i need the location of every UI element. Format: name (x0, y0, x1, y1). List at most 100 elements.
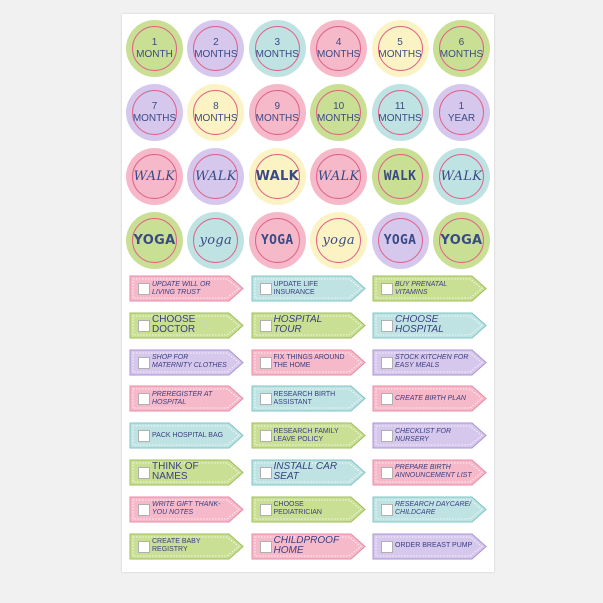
circle-sticker-label: 10 MONTHS (317, 101, 360, 125)
flag-sticker: RESEARCH BIRTH ASSISTANT (251, 385, 366, 412)
flag-sticker: HOSPITAL TOUR (251, 312, 366, 339)
checkbox[interactable] (381, 393, 393, 406)
checkbox[interactable] (381, 319, 393, 332)
checklist-flag-grid: UPDATE WILL OR LIVING TRUST UPDATE LIFE I… (129, 275, 487, 569)
flag-sticker: WRITE GIFT THANK-YOU NOTES (129, 496, 244, 523)
circle-sticker: YOGA (126, 212, 183, 269)
checkbox[interactable] (138, 393, 150, 406)
flag-shape (129, 275, 244, 302)
flag-body (129, 496, 244, 523)
checkbox[interactable] (259, 430, 272, 443)
circle-sticker: WALK (187, 148, 245, 205)
flag-sticker: UPDATE WILL OR LIVING TRUST (129, 275, 244, 302)
checkbox[interactable] (138, 503, 150, 516)
flag-stitch (254, 352, 362, 372)
circle-sticker-label: 3 MONTHS (256, 37, 299, 61)
checkbox[interactable] (381, 466, 393, 479)
circle-sticker: 3 MONTHS (248, 20, 306, 77)
circle-sticker: 6 MONTHS (432, 20, 490, 77)
flag-stitch (254, 536, 362, 556)
flag-body (251, 275, 366, 302)
sticker-ring (254, 26, 300, 71)
checkbox[interactable] (138, 540, 150, 553)
sticker-ring (377, 26, 423, 71)
flag-sticker-row: WRITE GIFT THANK-YOU NOTES CHOOSE PEDIATR… (129, 496, 487, 523)
flag-sticker-label: UPDATE WILL OR LIVING TRUST (152, 280, 211, 296)
flag-body (372, 275, 487, 302)
flag-sticker-label: ORDER BREAST PUMP (395, 542, 473, 550)
circle-sticker-line: yoga (322, 232, 355, 248)
checkbox[interactable] (259, 393, 272, 406)
flag-sticker: CHOOSE DOCTOR (129, 312, 244, 339)
circle-sticker-label: WALK (195, 170, 237, 183)
circle-sticker-line: 6 (458, 36, 465, 48)
flag-shape (372, 496, 487, 523)
flag-sticker: CREATE BABY REGISTRY (129, 533, 244, 560)
flag-stitch (375, 499, 483, 520)
circle-sticker-label: 8 MONTHS (194, 101, 237, 125)
circle-sticker-line: WALK (255, 168, 299, 184)
flag-shape (372, 385, 487, 412)
sticker-ring (377, 154, 423, 199)
circle-sticker-row: YOGA yoga YOGA yoga YOGA YOGA (126, 212, 490, 270)
flag-sticker-label: CREATE BABY REGISTRY (152, 538, 201, 554)
checkbox[interactable] (138, 356, 150, 369)
checkbox[interactable] (259, 356, 272, 369)
flag-shape (251, 312, 366, 339)
circle-sticker-label: 6 MONTHS (440, 37, 483, 61)
flag-sticker: PREREGISTER AT HOSPITAL (129, 385, 244, 412)
flag-shape (129, 496, 244, 523)
flag-body (372, 422, 487, 449)
flag-sticker-label: RESEARCH BIRTH ASSISTANT (273, 390, 336, 406)
flag-body (129, 422, 244, 449)
flag-stitch (375, 352, 483, 372)
flag-body (372, 312, 487, 339)
circle-sticker-line: MONTHS (317, 112, 361, 124)
circle-sticker: 7 MONTHS (126, 84, 183, 141)
flag-sticker-row: PREREGISTER AT HOSPITAL RESEARCH BIRTH AS… (129, 385, 487, 412)
flag-sticker: PREPARE BIRTH ANNOUNCEMENT LIST (372, 459, 487, 486)
flag-sticker-label: FIX THINGS AROUND THE HOME (273, 354, 345, 370)
checkbox[interactable] (381, 503, 393, 516)
checkbox[interactable] (259, 466, 272, 479)
flag-body (372, 496, 487, 523)
checkbox[interactable] (259, 319, 272, 332)
checkbox[interactable] (138, 466, 150, 479)
circle-sticker: 9 MONTHS (248, 84, 306, 141)
checkbox[interactable] (259, 283, 272, 295)
checkbox[interactable] (259, 503, 272, 516)
sticker-ring (316, 90, 362, 135)
flag-sticker-label: HOSPITAL TOUR (273, 314, 323, 336)
checkbox[interactable] (381, 356, 393, 369)
flag-stitch (254, 278, 362, 299)
flag-stitch (254, 315, 362, 336)
sticker-ring (132, 90, 177, 135)
flag-sticker: RESEARCH FAMILY LEAVE POLICY (251, 422, 366, 449)
flag-sticker: CREATE BIRTH PLAN (372, 385, 487, 412)
circle-sticker-label: WALK (255, 168, 299, 184)
circle-sticker-line: 1 (458, 100, 465, 112)
flag-stitch (132, 499, 240, 520)
flag-shape (372, 459, 487, 486)
flag-stitch (254, 388, 362, 409)
checkbox[interactable] (381, 540, 393, 553)
flag-stitch (254, 499, 362, 520)
circle-sticker-line: 10 (333, 100, 345, 112)
checkbox[interactable] (259, 540, 272, 553)
flag-sticker-label: THINK OF NAMES (152, 461, 199, 483)
circle-sticker-line: 1 (151, 36, 158, 48)
checkbox[interactable] (138, 319, 150, 332)
circle-sticker-line: WALK (317, 168, 360, 184)
flag-sticker: CHILDPROOF HOME (251, 533, 366, 560)
sticker-ring (193, 218, 239, 263)
flag-stitch (375, 462, 483, 483)
flag-stitch (132, 388, 240, 409)
checkbox[interactable] (381, 430, 393, 443)
circle-sticker: WALK (432, 148, 490, 205)
circle-sticker-grid: 1 MONTH 2 MONTHS 3 MONTHS 4 MONTHS 5 MONTHS 6 MONTH… (126, 20, 490, 276)
checkbox[interactable] (138, 430, 150, 443)
circle-sticker-line: MONTHS (317, 48, 361, 60)
checkbox[interactable] (381, 283, 393, 295)
flag-shape (251, 349, 366, 376)
checkbox[interactable] (138, 283, 150, 295)
